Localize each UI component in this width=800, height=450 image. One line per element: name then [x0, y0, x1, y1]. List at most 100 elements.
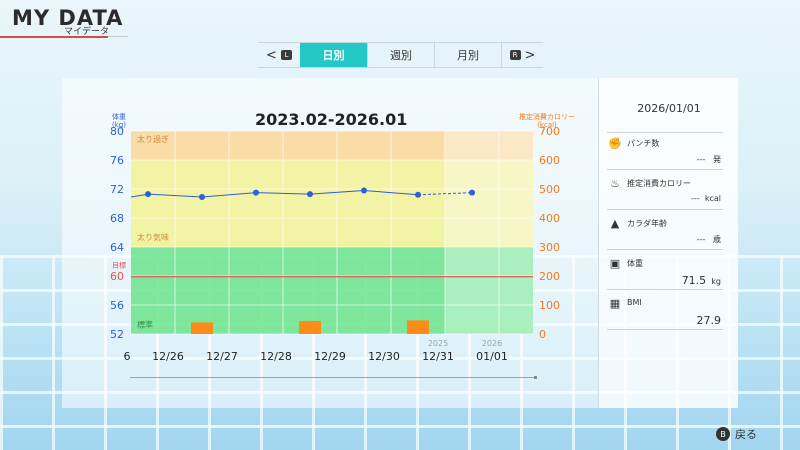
zone-label-1: 太り気味: [137, 232, 169, 242]
right-tick-label-3: 400: [539, 212, 560, 225]
day-detail-panel: 2026/01/01 ✊ パンチ数 --- 発 ♨ 推定消費カロリー --- k…: [598, 78, 738, 408]
page-subtitle: マイデータ: [64, 27, 110, 37]
year-label-2026: 2026: [482, 339, 502, 348]
weight-point-01/01: [469, 189, 475, 196]
tab-monthly[interactable]: 月別: [434, 43, 501, 67]
page-title: MY DATA: [12, 6, 124, 30]
calorie-bar-12/29: [299, 320, 321, 334]
calories-number: ---: [691, 194, 700, 203]
left-tick-label-4: 64: [110, 241, 124, 254]
l-button-icon: L: [280, 50, 292, 60]
bmi-number: 27.9: [696, 314, 722, 327]
right-axis-title-line2: (kcal): [537, 121, 557, 129]
chart-scrollbar[interactable]: [130, 376, 537, 379]
calorie-bar-12/31: [407, 320, 429, 334]
weight-line-segment-4: [363, 189, 419, 196]
weight-line-segment-5: [417, 192, 473, 196]
calorie-bar-12/27: [191, 322, 213, 334]
detail-punches: ✊ パンチ数 --- 発: [607, 134, 723, 170]
body-age-number: ---: [696, 235, 706, 244]
right-tick-label-6: 100: [539, 299, 560, 312]
right-tick-label-0: 700: [539, 125, 560, 138]
left-tick-label-3: 68: [110, 212, 124, 225]
left-tick-label-7: 52: [110, 328, 124, 341]
calories-value: --- kcal: [691, 194, 721, 203]
weight-unit: kg: [711, 277, 721, 286]
detail-body-age: ▲ カラダ年齢 --- 歳: [607, 214, 723, 250]
left-axis-title: 体重 (kg): [108, 113, 130, 129]
x-tick-label-12/28: 12/28: [260, 350, 292, 363]
weight-value: 71.5 kg: [682, 274, 721, 287]
weight-point-12/27: [199, 193, 205, 200]
x-tick-label-01/01: 01/01: [476, 350, 508, 363]
x-tick-label-12/29: 12/29: [314, 350, 346, 363]
title-underline: [0, 36, 108, 38]
prev-tab-button[interactable]: < L: [258, 43, 300, 67]
right-tick-label-2: 500: [539, 183, 560, 196]
x-tick-label-12/30: 12/30: [368, 350, 400, 363]
weight-line-segment-1: [201, 192, 257, 198]
chart-date-range: 2023.02-2026.01: [255, 110, 408, 129]
x-tick-label-12/26: 12/26: [152, 350, 184, 363]
target-label: 目標: [112, 261, 126, 270]
detail-weight: ▣ 体重 71.5 kg: [607, 254, 723, 290]
body-icon: ▲: [610, 217, 620, 230]
left-axis-title-line2: (kg): [112, 121, 126, 129]
tab-weekly[interactable]: 週別: [367, 43, 434, 67]
chevron-left-icon: <: [266, 47, 277, 63]
zone-band-1: [131, 160, 533, 247]
zone-label-2: 標準: [137, 320, 153, 330]
left-tick-label-5: 60: [110, 270, 124, 283]
tab-daily[interactable]: 日別: [300, 43, 367, 67]
left-tick-label-1: 76: [110, 154, 124, 167]
back-label: 戻る: [735, 428, 757, 441]
x-tick-label-12/31: 12/31: [422, 350, 454, 363]
detail-calories: ♨ 推定消費カロリー --- kcal: [607, 174, 723, 210]
back-button[interactable]: B 戻る: [716, 426, 757, 442]
weight-point-12/26: [145, 191, 151, 198]
bmi-label: BMI: [627, 298, 642, 307]
zone-label-0: 太り過ぎ: [137, 134, 169, 144]
weight-number: 71.5: [681, 274, 707, 287]
scroll-thumb[interactable]: [534, 376, 537, 379]
detail-divider: [607, 132, 723, 133]
left-tick-label-2: 72: [110, 183, 124, 196]
weight-line-segment-3: [309, 189, 365, 195]
weight-line-segment-0: [147, 193, 203, 198]
flame-icon: ♨: [610, 177, 620, 190]
punches-number: ---: [696, 155, 706, 164]
right-tick-label-1: 600: [539, 154, 560, 167]
glove-icon: ✊: [608, 137, 622, 150]
body-age-value: --- 歳: [697, 234, 721, 245]
zone-band-2: [131, 242, 533, 247]
left-tick-label-0: 80: [110, 125, 124, 138]
year-label-2025: 2025: [428, 339, 448, 348]
weight-point-12/31: [415, 191, 421, 198]
right-axis-title-line1: 推定消費カロリー: [519, 113, 575, 121]
chevron-right-icon: >: [524, 47, 536, 63]
right-tick-label-4: 300: [539, 241, 560, 254]
next-tab-button[interactable]: R >: [501, 43, 543, 67]
period-tab-bar: < L 日別 週別 月別 R >: [258, 42, 543, 68]
scale-icon: ▣: [609, 257, 621, 270]
weight-point-12/29: [307, 191, 313, 198]
body-age-label: カラダ年齢: [627, 219, 667, 228]
current-day-highlight: [445, 131, 533, 334]
detail-bmi: ▦ BMI 27.9: [607, 294, 723, 330]
weight-point-12/28: [253, 189, 259, 196]
zone-band-3: [131, 247, 533, 334]
weight-label: 体重: [627, 259, 643, 268]
r-button-icon: R: [509, 50, 521, 60]
bmi-value: 27.9: [697, 314, 722, 327]
weight-line-segment-2: [255, 192, 311, 195]
punches-label: パンチ数: [627, 139, 660, 148]
x-tick-label-partial: 6: [124, 350, 131, 363]
right-tick-label-7: 0: [539, 328, 546, 341]
left-axis-title-line1: 体重: [112, 113, 126, 121]
zone-band-0: [131, 131, 533, 160]
calculator-icon: ▦: [609, 297, 621, 310]
detail-date: 2026/01/01: [637, 102, 701, 115]
x-tick-label-12/27: 12/27: [206, 350, 238, 363]
right-tick-label-5: 200: [539, 270, 560, 283]
right-axis-title: 推定消費カロリー (kcal): [512, 113, 582, 129]
